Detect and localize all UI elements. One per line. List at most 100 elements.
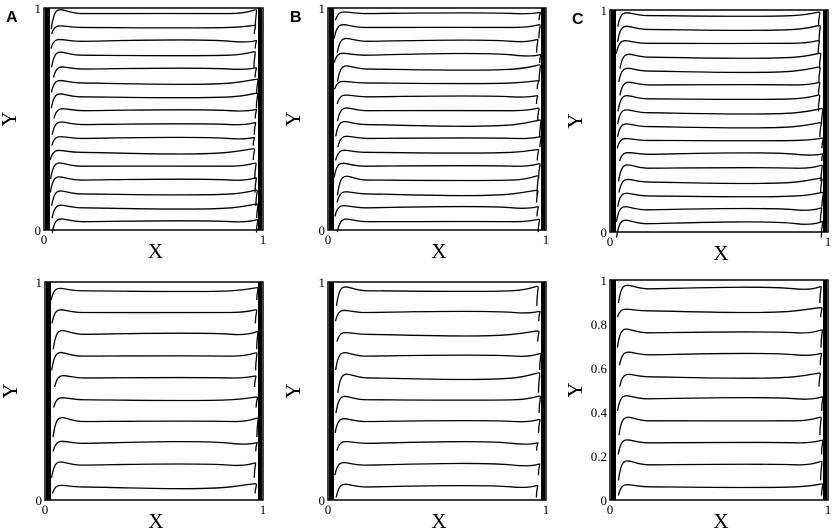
contour-line [52,330,259,350]
plot-frame [609,279,829,501]
contour-line [616,122,822,138]
contour-line [51,24,257,35]
contour-line [616,307,823,318]
contour-line [335,285,539,307]
x-tick-label: 0 [325,232,332,247]
y-tick-label: 1 [601,3,608,18]
contour-line [617,483,824,496]
contour-line [53,108,258,119]
contour-line [617,107,824,125]
contour-line [618,151,824,162]
contour-line [617,11,821,27]
contour-line [336,94,539,105]
contour-line [50,51,256,68]
contour-line [50,38,258,49]
contour-line [336,218,541,233]
contour-line [616,328,823,348]
y-tick-label: 0 [319,223,326,238]
plot-frame [327,7,547,231]
contour-line [619,372,821,387]
wall-band [823,10,827,232]
y-axis-label: Y [281,111,305,126]
x-axis-label: X [148,239,163,263]
panel-letter: B [290,9,302,26]
wall-band [611,10,616,232]
panel-letter: A [6,9,18,26]
contour-line [616,137,824,149]
contour-line [51,189,258,206]
wall-band [541,8,545,230]
contour-line [615,39,821,54]
contour-line [618,416,822,436]
contour-line [49,176,257,193]
y-tick-label: 0.8 [591,317,607,332]
panel-letter: C [572,11,584,28]
contour-line [616,24,821,43]
wall-band [258,8,262,230]
x-tick-label: 0 [607,502,614,517]
y-tick-label: 1 [35,1,42,16]
contour-line [334,461,541,476]
y-tick-label: 0.2 [591,449,607,464]
contour-line [336,330,540,342]
contour-line [334,11,542,21]
x-tick-label: 1 [543,502,550,517]
y-tick-label: 0.6 [591,361,608,376]
contour-line [51,218,259,233]
contour-line [333,162,541,178]
contour-line [335,351,542,371]
y-tick-label: 0 [35,223,42,238]
contour-line [53,396,259,408]
plot-frame [44,281,264,501]
contour-line [50,9,258,30]
plot-frame [327,281,547,501]
wall-band [45,8,50,230]
wall-band [541,282,545,500]
x-tick-label: 1 [260,232,267,247]
contour-line [51,203,259,219]
contour-line [335,395,542,414]
wall-band [329,8,334,230]
contour-line [337,372,541,393]
contour-line [617,439,824,455]
contour-line [333,80,540,90]
contour-line [617,284,822,304]
y-tick-label: 1 [319,1,326,16]
contour-line [52,66,258,78]
contour-line [49,162,257,179]
contour-line [51,121,257,135]
wall-band [823,280,827,500]
contour-line [49,148,256,161]
y-tick-label: 0.4 [591,405,608,420]
wall-band [46,282,51,500]
contour-line [619,52,822,69]
y-tick-label: 1 [36,275,43,290]
x-axis-label: X [713,241,728,265]
contour-line [51,483,258,494]
plot-frame [609,9,829,233]
y-axis-label: Y [563,113,587,128]
contour-line [53,375,257,388]
contour-line [615,219,824,238]
plot-frame [43,7,264,231]
contour-line [336,107,540,122]
contour-line [333,24,541,39]
contour-line [617,164,823,182]
contour-line [618,177,823,193]
x-axis-label: X [431,239,446,263]
contour-line [336,175,539,196]
x-tick-label: 0 [607,234,614,249]
y-axis-label: Y [563,382,587,397]
contour-line [334,309,541,322]
contour-line [52,417,259,438]
x-tick-label: 0 [41,232,48,247]
contour-line [336,37,539,53]
contour-line [51,135,256,146]
contour-line [50,461,257,478]
contour-line [334,148,540,161]
x-axis-label: X [431,509,446,531]
contour-line [617,94,821,112]
y-axis-label: Y [0,383,22,398]
y-tick-label: 0 [36,493,43,508]
